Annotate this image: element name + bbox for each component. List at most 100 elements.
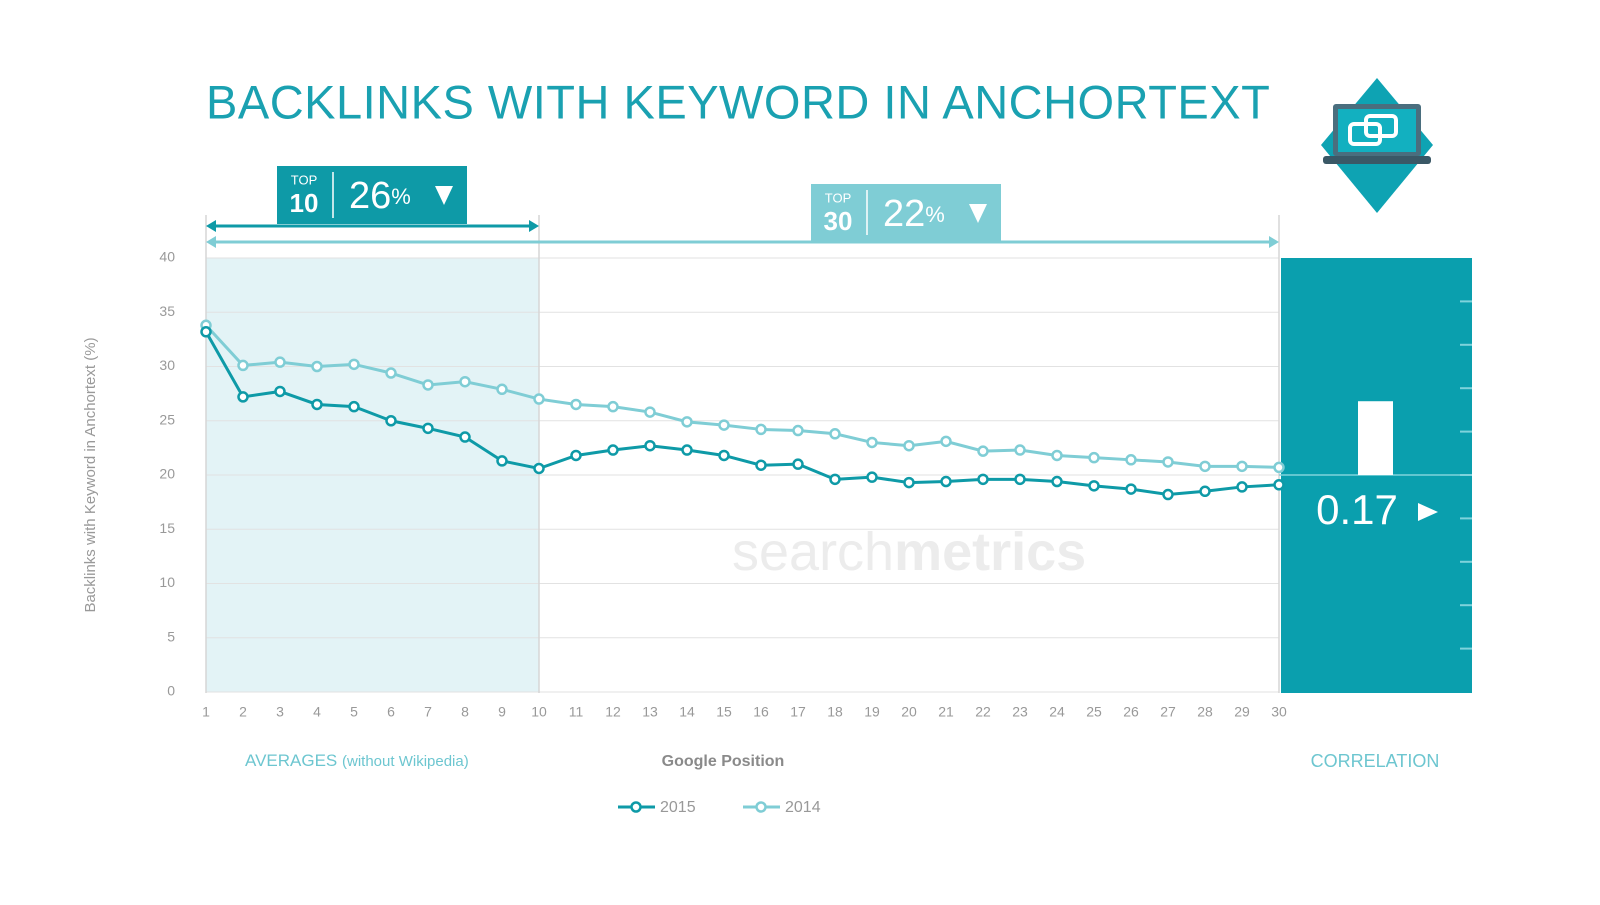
series-point: [1199, 460, 1211, 473]
top10-arrow: [529, 220, 539, 232]
series-point: [311, 360, 323, 373]
top30-unit: %: [925, 202, 945, 227]
legend-marker: [755, 801, 767, 813]
series-point: [1273, 461, 1285, 474]
x-tick-label: 25: [1086, 704, 1102, 720]
series-point: [607, 400, 619, 413]
y-tick-label: 40: [159, 249, 175, 265]
top30-rank: 30: [824, 206, 853, 236]
y-tick-label: 25: [159, 411, 175, 427]
series-point: [385, 367, 397, 379]
x-tick-label: 24: [1049, 704, 1065, 720]
x-tick-label: 21: [938, 704, 954, 720]
series-point: [681, 416, 693, 428]
series-point: [274, 356, 286, 368]
series-point: [977, 445, 989, 457]
x-tick-label: 15: [716, 704, 732, 720]
series-line: [204, 331, 1280, 497]
logo: [1321, 78, 1433, 213]
y-tick-label: 35: [159, 303, 175, 319]
x-tick-label: 16: [753, 704, 769, 720]
series-point: [829, 428, 841, 440]
y-tick-label: 10: [159, 574, 175, 590]
x-tick-label: 26: [1123, 704, 1139, 720]
x-tick-label: 13: [642, 704, 658, 720]
series-point: [1162, 488, 1174, 501]
series-point: [940, 475, 952, 488]
series-point: [792, 458, 804, 470]
x-axis-label: Google Position: [662, 753, 785, 770]
x-tick-label: 3: [276, 704, 284, 720]
top30-down: [969, 204, 987, 223]
top10-value: 26%: [349, 175, 411, 217]
x-tick-label: 27: [1160, 704, 1176, 720]
top30-arrow: [1269, 236, 1279, 248]
top10-number: 26: [349, 175, 391, 217]
correlation-label: CORRELATION: [1311, 751, 1440, 771]
series-point: [348, 400, 360, 413]
averages-label: AVERAGES (without Wikipedia): [245, 751, 469, 770]
y-tick-label: 30: [159, 357, 175, 373]
top10-tag: TOP: [291, 172, 318, 187]
series-point: [940, 435, 952, 448]
series-point: [866, 436, 878, 449]
x-tick-label: 6: [387, 704, 395, 720]
x-tick-label: 5: [350, 704, 358, 720]
series-point: [1236, 481, 1248, 493]
series-point: [1051, 449, 1063, 462]
series-point: [274, 385, 286, 398]
series-point: [644, 439, 656, 452]
x-tick-label: 29: [1234, 704, 1250, 720]
series-point: [496, 383, 508, 396]
series-point: [1088, 480, 1100, 492]
top10-unit: %: [391, 184, 411, 209]
top10-down: [435, 186, 453, 205]
y-tick-label: 15: [159, 520, 175, 536]
x-tick-label: 28: [1197, 704, 1213, 720]
legend-label: 2015: [660, 799, 696, 816]
series-point: [1051, 475, 1063, 488]
series-point: [607, 444, 619, 456]
series-point: [755, 459, 767, 471]
x-tick-label: 4: [313, 704, 321, 720]
series-point: [829, 473, 841, 486]
watermark-bold: metrics: [894, 522, 1086, 582]
top10-arrow: [206, 220, 216, 232]
series-point: [533, 393, 545, 405]
series-point: [422, 379, 434, 391]
legend-label: 2014: [785, 799, 821, 816]
series-point: [681, 444, 693, 456]
series-point: [1125, 483, 1137, 495]
series-point: [385, 415, 397, 427]
top10-rank: 10: [290, 188, 319, 218]
series-point: [237, 391, 249, 403]
legend-marker: [630, 801, 642, 813]
series-point: [570, 398, 582, 411]
series-point: [1236, 460, 1248, 473]
x-tick-label: 22: [975, 704, 991, 720]
series-point: [459, 431, 471, 443]
chart-title: BACKLINKS WITH KEYWORD IN ANCHORTEXT: [206, 75, 1270, 128]
watermark: searchmetrics: [732, 522, 1086, 582]
x-tick-label: 10: [531, 704, 547, 720]
y-tick-label: 20: [159, 466, 175, 482]
top10-box: [277, 166, 467, 224]
series-point: [237, 359, 249, 372]
x-tick-label: 7: [424, 704, 432, 720]
x-tick-label: 2: [239, 704, 247, 720]
x-tick-label: 12: [605, 704, 621, 720]
x-tick-label: 11: [569, 704, 584, 720]
series-point: [644, 406, 656, 418]
series-point: [1088, 451, 1100, 464]
x-tick-label: 9: [498, 704, 506, 720]
averages-text: AVERAGES: [245, 751, 337, 770]
y-tick-label: 5: [167, 628, 175, 644]
series-point: [570, 449, 582, 462]
series-point: [977, 473, 989, 486]
x-tick-label: 1: [202, 704, 210, 720]
series-point: [200, 326, 212, 338]
series-point: [1125, 454, 1137, 466]
x-tick-label: 18: [827, 704, 843, 720]
averages-note: (without Wikipedia): [342, 753, 469, 770]
